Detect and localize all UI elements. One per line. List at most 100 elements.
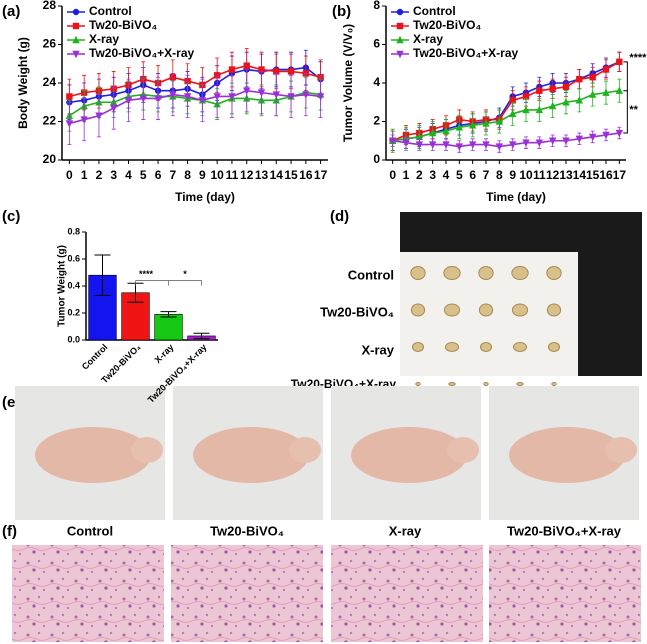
histology-image xyxy=(331,545,483,642)
marker xyxy=(66,93,73,100)
tumor xyxy=(513,342,527,352)
marker xyxy=(65,120,74,128)
row-label: X-ray xyxy=(361,342,394,357)
x-tick-label: 16 xyxy=(299,168,313,182)
marker xyxy=(243,87,251,95)
y-tick-label: 2 xyxy=(373,114,380,128)
tumor xyxy=(443,303,461,317)
column-label: Control xyxy=(67,523,113,538)
marker xyxy=(522,139,530,147)
marker xyxy=(183,93,192,101)
x-tick-label: 4 xyxy=(443,168,450,182)
y-tick-label: 0.2 xyxy=(67,307,80,317)
x-tick-label: 13 xyxy=(559,168,573,182)
x-tick-label: 16 xyxy=(599,168,613,182)
marker xyxy=(616,58,623,66)
marker xyxy=(455,143,464,151)
x-tick-label: 2 xyxy=(416,168,423,182)
tumor xyxy=(551,382,557,386)
marker xyxy=(388,137,397,145)
bracket xyxy=(623,61,628,134)
series-line xyxy=(392,89,620,142)
tumor xyxy=(478,266,494,280)
y-tick-label: 26 xyxy=(43,37,57,51)
marker xyxy=(588,90,597,98)
marker xyxy=(415,141,424,149)
marker xyxy=(522,93,530,100)
x-tick-label: 6 xyxy=(469,168,476,182)
annotation: **** xyxy=(139,269,154,279)
x-tick-label: 3 xyxy=(110,168,117,182)
histology-image xyxy=(489,545,641,642)
marker xyxy=(428,128,437,137)
x-tick-label: 15 xyxy=(284,168,298,182)
x-tick-label: 9 xyxy=(509,168,516,182)
histology-images xyxy=(12,545,641,642)
marker xyxy=(213,93,221,101)
y-tick-label: 0.6 xyxy=(67,253,80,263)
marker xyxy=(154,95,162,103)
marker xyxy=(508,141,517,149)
tumor xyxy=(412,342,424,352)
column-label: Tw20-BiVO₄+X-ray xyxy=(507,523,622,538)
mouse-head xyxy=(447,437,479,463)
marker xyxy=(272,91,280,99)
marker xyxy=(442,126,450,135)
mouse xyxy=(35,427,151,483)
mouse xyxy=(193,427,309,483)
x-tick-label: 0 xyxy=(389,168,396,182)
legend-label: Control xyxy=(89,4,132,18)
marker xyxy=(602,66,610,73)
marker xyxy=(228,66,236,73)
mouse xyxy=(351,427,467,483)
marker xyxy=(442,141,450,149)
marker xyxy=(287,93,295,101)
marker xyxy=(576,75,583,83)
histology-image xyxy=(171,545,323,642)
x-tick-label: 1 xyxy=(81,168,88,182)
tumor xyxy=(480,342,492,352)
tumor xyxy=(511,303,529,317)
series-line xyxy=(69,66,322,104)
x-tick-label: 7 xyxy=(169,168,176,182)
y-tick-label: 8 xyxy=(373,0,380,12)
annotation: **** xyxy=(629,52,647,64)
marker xyxy=(80,116,88,124)
tumor xyxy=(548,342,560,352)
marker xyxy=(575,135,584,144)
x-tick-label: 8 xyxy=(184,168,191,182)
marker xyxy=(287,68,295,75)
marker xyxy=(589,74,596,81)
x-tick-label: 9 xyxy=(199,168,206,182)
legend-label: Tw20-BiVO₄+X-ray xyxy=(89,46,195,60)
marker xyxy=(302,91,310,99)
y-tick-label: 0.0 xyxy=(67,334,80,344)
x-tick-label: 6 xyxy=(155,168,162,182)
marker xyxy=(228,93,236,101)
marker xyxy=(508,109,517,117)
marker xyxy=(495,117,504,125)
tumor xyxy=(516,382,524,386)
marker xyxy=(402,139,410,147)
series-line xyxy=(68,91,321,117)
marker xyxy=(468,121,477,129)
marker xyxy=(535,139,544,147)
tumor xyxy=(443,266,461,280)
x-tick-label: 7 xyxy=(483,168,490,182)
x-tick-label: X-ray xyxy=(153,342,176,365)
x-tick-label: 8 xyxy=(496,168,503,182)
error-bar xyxy=(193,332,210,340)
mouse-head xyxy=(131,437,163,463)
x-tick-label: 5 xyxy=(456,168,463,182)
series-line xyxy=(392,61,620,142)
legend-label: X-ray xyxy=(413,32,443,46)
x-tick-label: 17 xyxy=(314,168,328,182)
mouse-head xyxy=(289,437,321,463)
marker xyxy=(548,101,557,110)
x-tick-label: 11 xyxy=(533,168,546,182)
marker xyxy=(615,86,624,94)
y-tick-label: 0.4 xyxy=(67,280,80,290)
x-tick-label: Control xyxy=(80,342,110,372)
x-tick-label: 17 xyxy=(613,168,627,182)
y-tick-label: 20 xyxy=(43,152,57,166)
